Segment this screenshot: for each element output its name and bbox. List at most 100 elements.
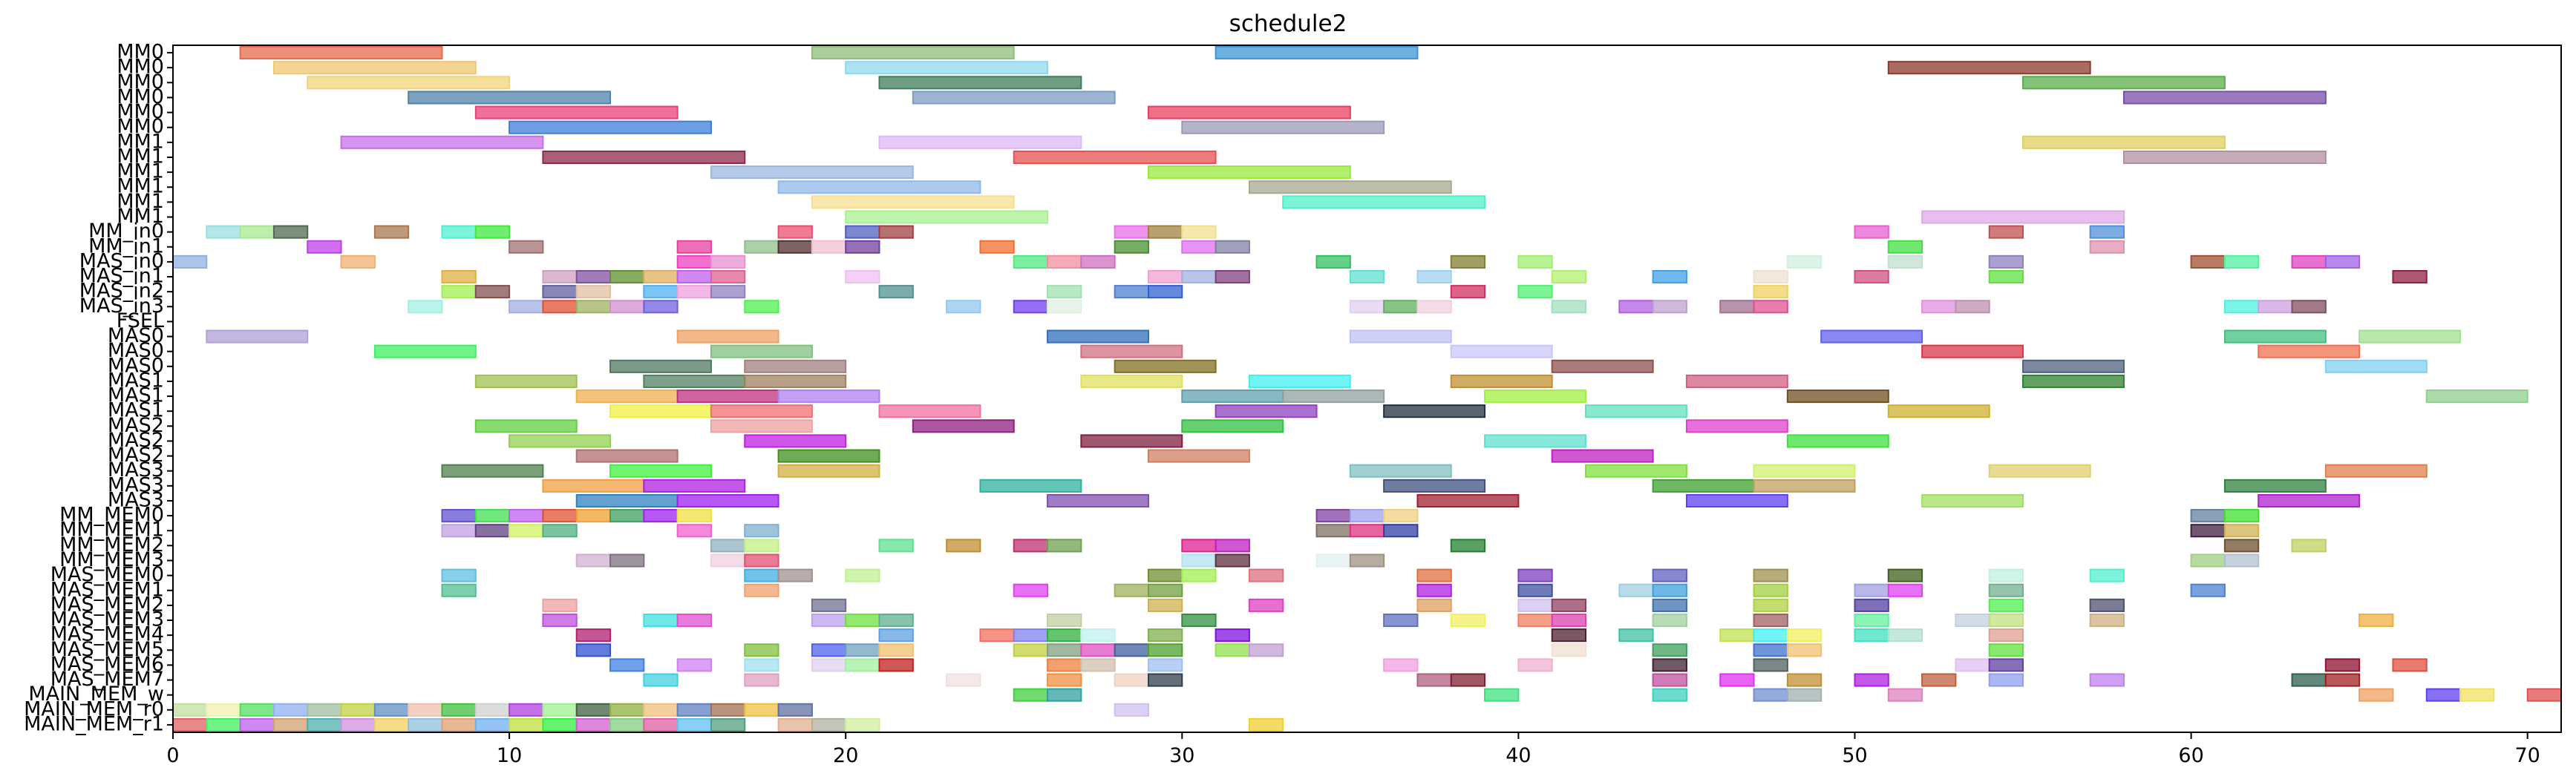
bar-mas-in1-82: [845, 269, 880, 284]
bar-mm-mem1-222: [441, 524, 477, 538]
bar-mas-mem3-300: [1047, 613, 1082, 628]
bar-mm0-4: [845, 61, 1049, 75]
bar-main-mem-r1-421: [509, 717, 544, 732]
bar-mm-mem2-239: [1181, 539, 1217, 553]
bar-mas-in0-62: [1013, 254, 1049, 269]
bar-mas0-140: [1080, 344, 1183, 358]
bar-main-mem-r0-399: [441, 703, 477, 717]
bar-mas-mem2-289: [1652, 598, 1687, 612]
bar-main-mem-r0-405: [643, 703, 679, 717]
bar-mas-mem7-378: [2291, 673, 2327, 687]
bar-mas-mem2-286: [1416, 598, 1452, 612]
bar-main-mem-r1-411: [172, 717, 208, 732]
bar-mas-in0-70: [1988, 254, 2024, 269]
bar-mas-mem6-352: [1047, 658, 1082, 672]
bar-mm-in0-40: [1147, 225, 1183, 239]
bar-mas1-152: [744, 374, 847, 388]
bar-mas-mem7-379: [2324, 673, 2361, 687]
bar-mm0-3: [272, 61, 477, 75]
bar-mas1-171: [1585, 404, 1687, 418]
bar-mas-mem7-375: [1921, 673, 1957, 687]
bar-mas-in3-127: [1955, 300, 1990, 314]
bar-mas2-174: [710, 419, 813, 433]
bar-mas-mem6-354: [1147, 658, 1183, 672]
bar-mm0-11: [2122, 91, 2327, 105]
bar-mas0-145: [744, 359, 847, 373]
bar-mas-mem3-306: [1652, 613, 1687, 628]
bar-mas-in2-100: [710, 285, 746, 299]
bar-mas-mem1-271: [1114, 583, 1149, 597]
x-tick-label: 30: [1169, 744, 1194, 767]
bar-main-mem-r0-408: [744, 703, 779, 717]
bar-mas1-164: [1786, 390, 1889, 404]
bar-mas-mem6-351: [878, 658, 914, 672]
bar-mm-mem0-213: [575, 509, 612, 523]
bar-mas-in3-110: [542, 300, 578, 314]
bar-mas-in1-87: [1416, 269, 1452, 284]
bar-mas-in3-113: [643, 300, 679, 314]
bar-mm-in1-53: [1114, 240, 1149, 254]
bar-main-mem-r1-426: [676, 717, 712, 732]
bar-mas-in1-84: [1181, 269, 1217, 284]
bar-mas0-135: [1820, 329, 1923, 344]
bar-mas-mem7-365: [946, 673, 981, 687]
bar-mm-mem2-234: [744, 539, 779, 553]
bar-mm-in1-48: [744, 240, 779, 254]
bar-mas-in3-112: [609, 300, 645, 314]
bar-mas-mem5-340: [1248, 643, 1284, 657]
y-tick-label: MAS2: [108, 444, 164, 467]
bar-mas3-194: [2324, 464, 2428, 478]
bar-mm1-27: [1282, 195, 1486, 209]
bar-mas-mem2-282: [542, 598, 578, 612]
bar-mas1-161: [1181, 390, 1284, 404]
bar-mas-mem6-359: [1955, 658, 1990, 672]
bar-mas-mem0-258: [1147, 568, 1183, 582]
bar-mas-mem1-277: [1753, 583, 1788, 597]
bar-mas-in3-125: [1753, 300, 1788, 314]
bar-main-mem-r0-393: [239, 703, 275, 717]
y-tick-label: MM_in0: [88, 220, 164, 243]
bar-mas-mem4-327: [1887, 628, 1923, 643]
bar-mas2-186: [1551, 449, 1654, 463]
bar-mas-in2-96: [542, 285, 578, 299]
bar-mas0-137: [2358, 329, 2462, 344]
bar-mm-mem1-232: [2223, 524, 2260, 538]
bar-mas-mem3-307: [1753, 613, 1788, 628]
bar-mas-mem7-377: [2089, 673, 2125, 687]
y-tick-label: MAS_MEM7: [50, 668, 164, 691]
bar-mas2-183: [575, 449, 679, 463]
bar-main-mem-r1-425: [643, 717, 679, 732]
bar-mas-mem6-362: [2392, 658, 2428, 672]
bar-mas-mem0-259: [1181, 568, 1217, 582]
bar-mas-mem5-344: [1786, 643, 1823, 657]
bar-mm0-8: [2022, 76, 2226, 90]
bar-main-mem-w-382: [1484, 688, 1520, 702]
bar-mas-mem4-326: [1854, 628, 1889, 643]
bar-mas3-198: [1383, 479, 1486, 493]
bar-main-mem-w-381: [1047, 688, 1082, 702]
bar-mas0-142: [1921, 344, 2024, 358]
bar-mas1-154: [1248, 374, 1351, 388]
bar-mas-mem6-353: [1080, 658, 1116, 672]
bar-mas-mem6-360: [1988, 658, 2024, 672]
bar-mas-mem2-291: [1854, 598, 1889, 612]
bar-mm-in0-31: [239, 225, 275, 239]
bar-mm-mem2-236: [946, 539, 981, 553]
bar-mas-in3-114: [744, 300, 779, 314]
y-tick-label: MAS3: [108, 459, 164, 482]
y-tick-label: MAS0: [108, 339, 164, 362]
bar-mas-in2-103: [1114, 285, 1149, 299]
bar-mas-mem4-313: [575, 628, 612, 643]
bar-mas-mem3-299: [878, 613, 914, 628]
y-tick-label: FSEL: [117, 309, 164, 332]
y-tick-label: MAS1: [108, 369, 164, 392]
bar-mas3-187: [441, 464, 544, 478]
bar-mm-mem0-214: [609, 509, 645, 523]
bar-mas-in2-107: [1753, 285, 1788, 299]
bar-main-mem-w-385: [1786, 688, 1823, 702]
bar-mas3-189: [777, 464, 880, 478]
bar-mas-mem7-364: [744, 673, 779, 687]
bar-mas3-208: [2258, 493, 2361, 508]
bar-mas-mem5-330: [744, 643, 779, 657]
bar-mas2-176: [1181, 419, 1284, 433]
